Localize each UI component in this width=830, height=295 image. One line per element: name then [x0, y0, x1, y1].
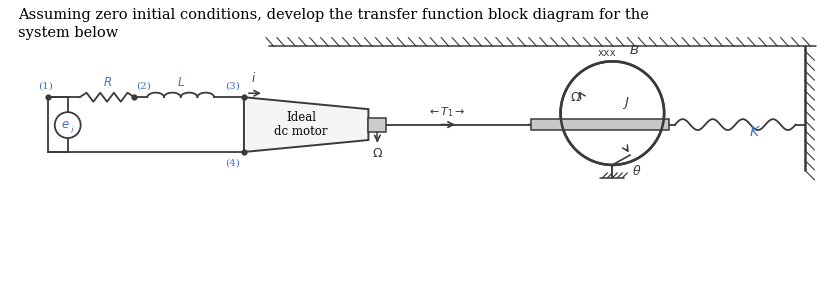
- Text: xxx: xxx: [598, 48, 617, 58]
- Text: Assuming zero initial conditions, develop the transfer function block diagram fo: Assuming zero initial conditions, develo…: [18, 8, 649, 22]
- Circle shape: [55, 112, 81, 138]
- Text: $\Omega$: $\Omega$: [570, 91, 581, 104]
- Text: $K$: $K$: [749, 124, 761, 139]
- Text: $J$: $J$: [622, 95, 630, 111]
- Text: $i$: $i$: [71, 124, 75, 135]
- Text: $e$: $e$: [61, 118, 70, 131]
- Text: $L$: $L$: [177, 76, 184, 89]
- Bar: [369, 118, 386, 132]
- Text: $i$: $i$: [251, 71, 256, 85]
- Text: $\leftarrow T_1 \rightarrow$: $\leftarrow T_1 \rightarrow$: [427, 105, 466, 119]
- Text: (1): (1): [38, 81, 53, 90]
- Text: system below: system below: [18, 26, 118, 40]
- Text: (3): (3): [225, 81, 240, 90]
- Polygon shape: [244, 97, 369, 152]
- Text: $B$: $B$: [629, 44, 640, 58]
- Text: $R$: $R$: [103, 76, 111, 89]
- Bar: [530, 119, 669, 130]
- Text: $\Omega$: $\Omega$: [372, 147, 383, 160]
- Text: (2): (2): [136, 81, 151, 90]
- Text: $\theta$: $\theta$: [632, 164, 642, 178]
- Text: dc motor: dc motor: [275, 125, 328, 138]
- Text: (4): (4): [225, 159, 240, 168]
- Text: Ideal: Ideal: [286, 111, 316, 124]
